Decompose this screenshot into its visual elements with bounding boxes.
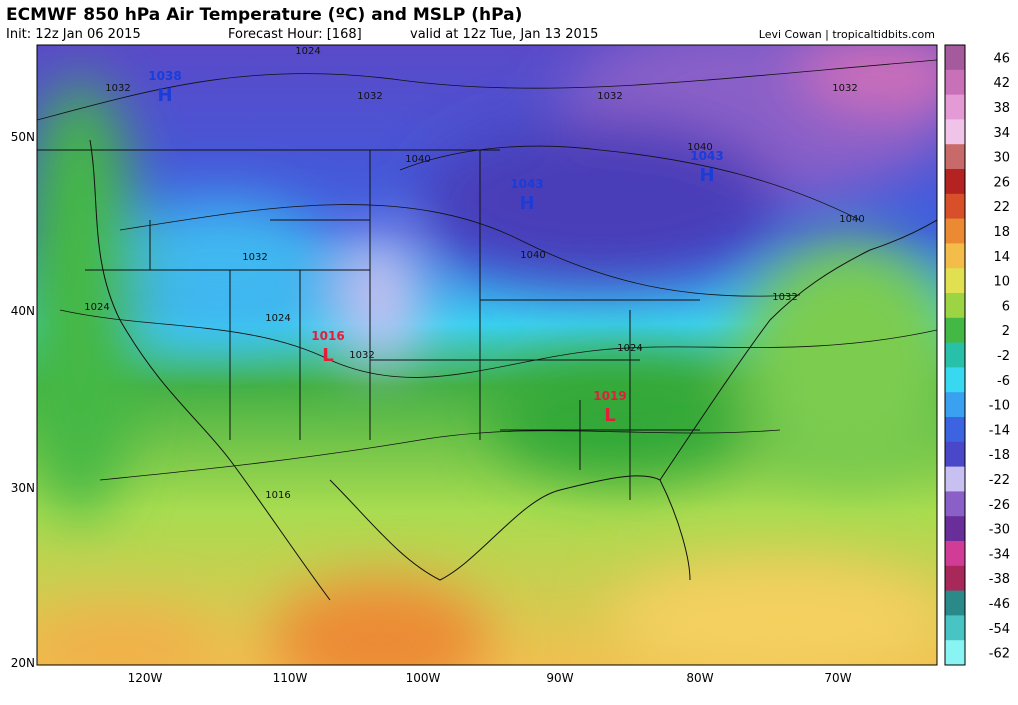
colorbar-label: 34 [993, 126, 1010, 141]
map-field [37, 45, 937, 665]
colorbar-label: -30 [989, 523, 1010, 538]
latitude-label: 30N [11, 481, 35, 495]
colorbar-swatch [945, 590, 965, 616]
colorbar: 46 42 38 34 30 26 22 18 14 10 6 2 -2 -6 -10 -14 -18 -22 -2… [944, 44, 1010, 666]
isobar-label: 1032 [357, 91, 382, 102]
colorbar-label: -18 [989, 448, 1010, 463]
isobar-label: 1016 [265, 490, 290, 501]
isobar-label: 1032 [597, 91, 622, 102]
isobar-label: 1032 [242, 252, 267, 263]
pressure-value: 1019 [593, 389, 626, 403]
pressure-value: 1043 [510, 177, 543, 191]
forecast-hour: Forecast Hour: [168] [228, 27, 362, 42]
colorbar-label: -10 [989, 399, 1010, 414]
longitude-label: 80W [686, 671, 713, 685]
isobar-label: 1024 [265, 313, 290, 324]
colorbar-label: 6 [1002, 299, 1010, 314]
colorbar-swatch [945, 45, 965, 71]
colorbar-label: -2 [997, 349, 1010, 364]
colorbar-label: 38 [993, 101, 1010, 116]
colorbar-swatch [945, 367, 965, 393]
colorbar-label: 18 [993, 225, 1010, 240]
colorbar-label: -54 [989, 622, 1010, 637]
colorbar-swatch [945, 640, 965, 666]
longitude-label: 120W [128, 671, 163, 685]
pressure-letter: L [322, 345, 333, 366]
colorbar-label: 10 [993, 275, 1010, 290]
longitude-label: 90W [546, 671, 573, 685]
colorbar-swatch [945, 466, 965, 492]
map-frame [36, 44, 938, 666]
colorbar-label: -22 [989, 473, 1010, 488]
longitude-label: 110W [273, 671, 308, 685]
colorbar-swatch [945, 615, 965, 641]
pressure-letter: H [157, 85, 172, 106]
colorbar-label: -6 [997, 374, 1010, 389]
colorbar-swatch [945, 342, 965, 368]
colorbar-label: -46 [989, 597, 1010, 612]
colorbar-swatch [945, 268, 965, 294]
colorbar-swatch [945, 516, 965, 542]
pressure-letter: H [699, 165, 714, 186]
isobar-label: 1032 [349, 350, 374, 361]
isobar-label: 1040 [687, 142, 712, 153]
colorbar-swatch [945, 565, 965, 592]
colorbar-swatch [945, 169, 965, 195]
colorbar-label: 14 [993, 250, 1010, 265]
isobar-label: 1040 [520, 250, 545, 261]
colorbar-label: -34 [989, 547, 1010, 562]
colorbar-label: 46 [993, 51, 1010, 66]
pressure-letter: L [604, 405, 615, 426]
colorbar-label: 26 [993, 175, 1010, 190]
latitude-label: 50N [11, 130, 35, 144]
colorbar-swatch [945, 193, 965, 220]
colorbar-frame [944, 44, 966, 666]
colorbar-swatch [945, 541, 965, 567]
colorbar-label: 22 [993, 200, 1010, 215]
pressure-value: 1043 [690, 149, 723, 163]
colorbar-label: -38 [989, 572, 1010, 587]
isobar-label: 1032 [772, 292, 797, 303]
colorbar-swatch [945, 218, 965, 244]
colorbar-swatch [945, 94, 965, 120]
isobar-label: 1032 [832, 83, 857, 94]
colorbar-label: -14 [989, 423, 1010, 438]
colorbar-swatch [945, 293, 965, 319]
colorbar-swatch [945, 441, 965, 468]
valid-time: valid at 12z Tue, Jan 13 2015 [410, 27, 598, 42]
pressure-letter: H [519, 193, 534, 214]
title: ECMWF 850 hPa Air Temperature (ºC) and M… [6, 5, 522, 25]
isobar-label: 1032 [105, 83, 130, 94]
longitude-label: 70W [824, 671, 851, 685]
colorbar-label: -26 [989, 498, 1010, 513]
colorbar-swatch [945, 491, 965, 517]
pressure-value: 1038 [148, 69, 181, 83]
colorbar-swatch [945, 69, 965, 96]
colorbar-swatch [945, 417, 965, 443]
colorbar-label: 30 [993, 151, 1010, 166]
isobar-label: 1040 [405, 154, 430, 165]
pressure-value: 1016 [311, 329, 344, 343]
colorbar-label: 2 [1002, 324, 1010, 339]
latitude-label: 20N [11, 656, 35, 670]
isobar-label: 1024 [84, 302, 109, 313]
colorbar-label: 42 [993, 76, 1010, 91]
colorbar-swatch [945, 243, 965, 269]
longitude-label: 100W [406, 671, 441, 685]
colorbar-swatch [945, 144, 965, 170]
isobar-label: 1024 [617, 343, 642, 354]
colorbar-swatch [945, 119, 965, 145]
credit: Levi Cowan | tropicaltidbits.com [759, 28, 935, 41]
colorbar-swatch [945, 317, 965, 344]
isobar-label: 1040 [839, 214, 864, 225]
isobar-label: 1024 [295, 46, 320, 57]
init: Init: 12z Jan 06 2015 [6, 27, 141, 42]
colorbar-swatch [945, 392, 965, 418]
colorbar-label: -62 [989, 647, 1010, 662]
latitude-label: 40N [11, 304, 35, 318]
